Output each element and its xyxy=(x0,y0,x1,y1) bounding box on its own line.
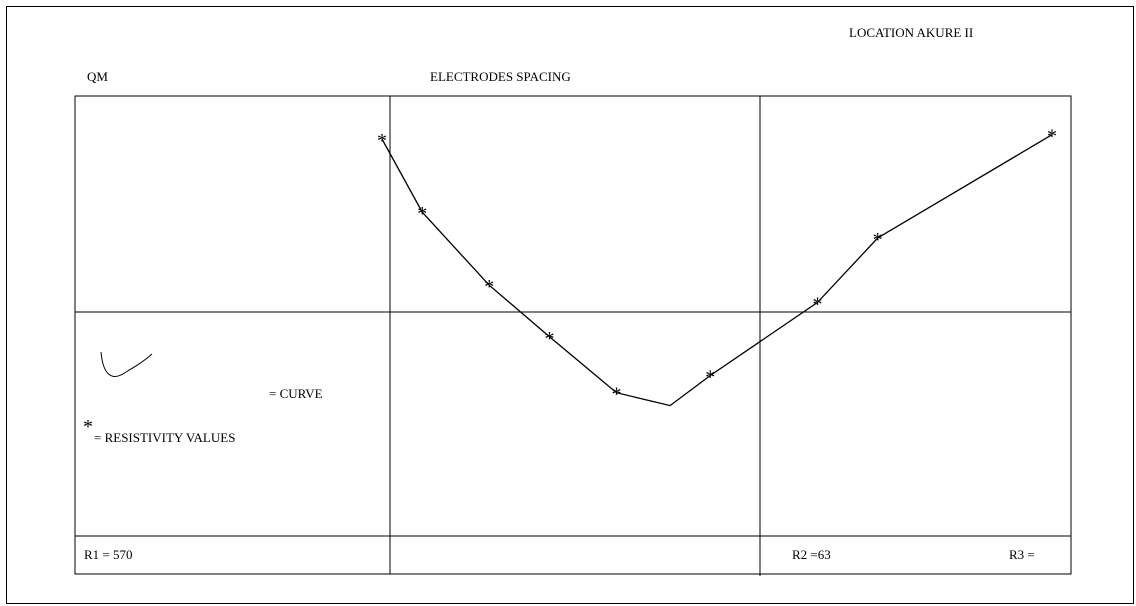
location-label: LOCATION AKURE II xyxy=(849,25,974,40)
data-point-marker: * xyxy=(545,328,555,350)
figure-frame xyxy=(6,6,1134,604)
data-point-marker: * xyxy=(705,367,715,389)
data-point-marker: * xyxy=(873,229,883,251)
data-point-marker: * xyxy=(377,130,387,152)
data-point-marker: * xyxy=(484,276,494,298)
plot-border xyxy=(74,95,1072,575)
data-point-marker: * xyxy=(417,203,427,225)
legend-star-symbol: * xyxy=(83,416,93,438)
data-point-marker: * xyxy=(813,293,823,315)
legend-values-label: = RESISTIVITY VALUES xyxy=(94,430,236,445)
r3-label: R3 = xyxy=(1009,547,1035,562)
r1-label: R1 = 570 xyxy=(84,547,133,562)
data-point-marker: * xyxy=(612,384,622,406)
legend-curve-label: = CURVE xyxy=(269,386,323,401)
legend-curve-icon xyxy=(100,351,153,377)
series-layer: * * * * * * * * * xyxy=(377,126,1057,407)
series-line xyxy=(381,134,1053,407)
data-point-marker: * xyxy=(1047,126,1057,148)
r2-label: R2 =63 xyxy=(792,547,831,562)
chart-title: ELECTRODES SPACING xyxy=(430,69,571,84)
qm-label: QM xyxy=(87,69,108,84)
